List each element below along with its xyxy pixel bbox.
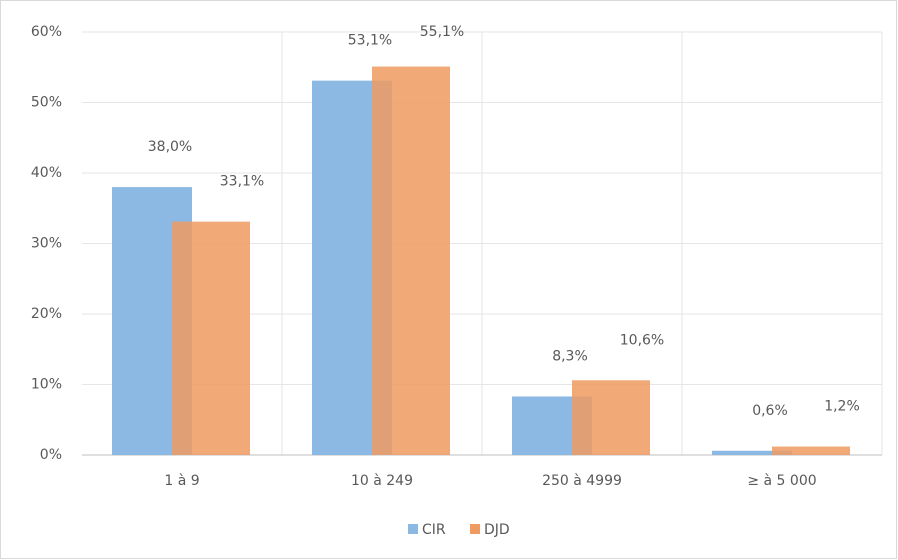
- x-tick-label: ≥ à 5 000: [747, 473, 816, 489]
- value-label: 38,0%: [148, 139, 192, 155]
- x-tick-label: 250 à 4999: [542, 473, 622, 489]
- legend-swatch: [408, 524, 418, 534]
- y-tick-label: 60%: [31, 24, 62, 40]
- legend-label: DJD: [484, 522, 510, 538]
- value-label: 33,1%: [220, 174, 264, 190]
- value-label: 0,6%: [752, 403, 788, 419]
- y-tick-label: 10%: [31, 377, 62, 393]
- value-label: 55,1%: [420, 24, 464, 40]
- value-label: 8,3%: [552, 348, 588, 364]
- value-label: 53,1%: [348, 33, 392, 49]
- value-label: 10,6%: [620, 332, 664, 348]
- x-tick-label: 1 à 9: [164, 473, 199, 489]
- y-tick-label: 30%: [31, 236, 62, 252]
- bar: [772, 446, 850, 455]
- y-tick-label: 40%: [31, 165, 62, 181]
- y-tick-label: 0%: [40, 447, 62, 463]
- value-label: 1,2%: [824, 399, 860, 415]
- bar: [172, 221, 250, 455]
- y-tick-label: 20%: [31, 306, 62, 322]
- legend-swatch: [470, 524, 480, 534]
- bar: [712, 450, 792, 455]
- legend-label: CIR: [422, 522, 446, 538]
- y-tick-label: 50%: [31, 95, 62, 111]
- bar: [572, 380, 650, 455]
- x-tick-label: 10 à 249: [351, 473, 413, 489]
- bar: [372, 66, 450, 456]
